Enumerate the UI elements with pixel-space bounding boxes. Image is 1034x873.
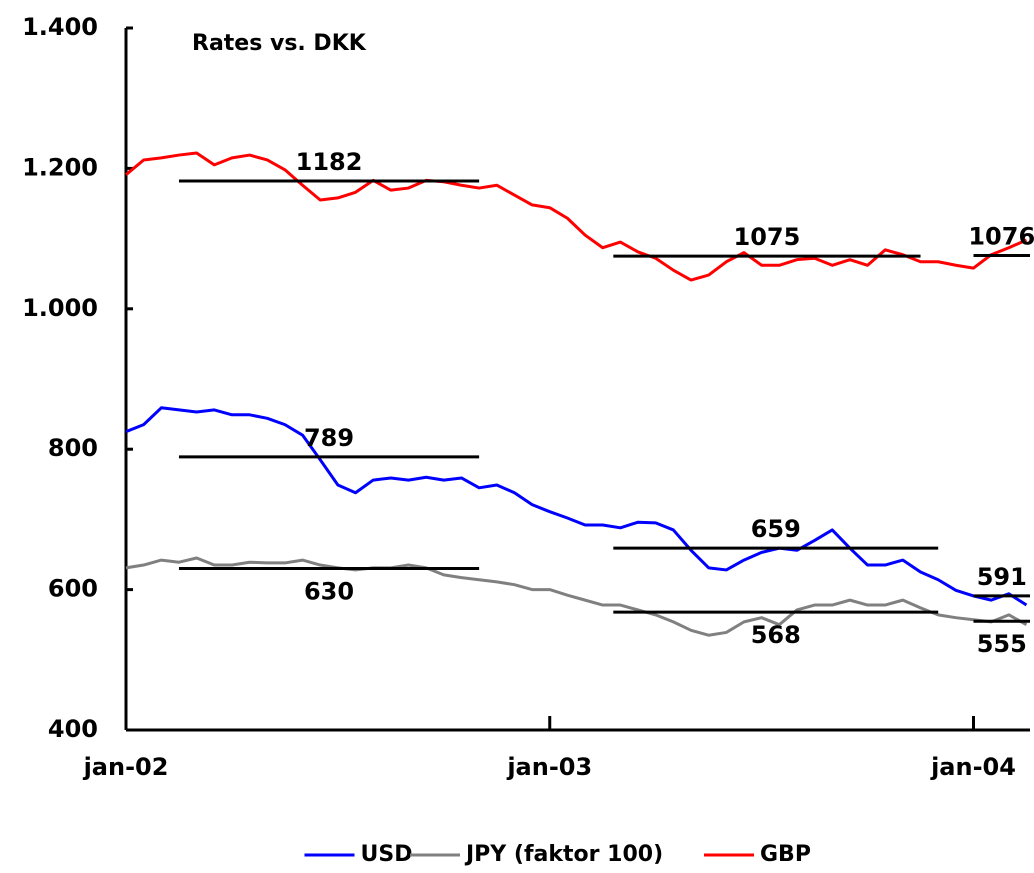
- average-label: 789: [304, 424, 354, 452]
- legend-label: GBP: [760, 842, 811, 867]
- average-label: 1182: [296, 148, 363, 176]
- average-label: 591: [977, 563, 1027, 591]
- x-tick-label: jan-02: [83, 753, 169, 781]
- y-tick-label: 1.000: [22, 294, 98, 322]
- legend-label: JPY (faktor 100): [464, 842, 663, 867]
- series-line: [125, 406, 1028, 607]
- average-label: 1076: [968, 222, 1034, 250]
- series-line: [125, 556, 1028, 637]
- average-label: 630: [304, 578, 354, 606]
- average-label: 568: [751, 621, 801, 649]
- y-tick-label: 400: [48, 715, 98, 743]
- y-tick-label: 1.400: [22, 13, 98, 41]
- x-tick-label: jan-03: [506, 753, 592, 781]
- average-label: 1075: [734, 223, 801, 251]
- y-tick-label: 1.200: [22, 153, 98, 181]
- legend-label: USD: [361, 842, 413, 867]
- average-label: 659: [751, 515, 801, 543]
- series-line: [125, 151, 1028, 282]
- y-tick-label: 600: [48, 575, 98, 603]
- x-tick-label: jan-04: [930, 753, 1016, 781]
- chart-title: Rates vs. DKK: [192, 31, 367, 56]
- y-tick-label: 800: [48, 434, 98, 462]
- average-label: 555: [977, 630, 1027, 658]
